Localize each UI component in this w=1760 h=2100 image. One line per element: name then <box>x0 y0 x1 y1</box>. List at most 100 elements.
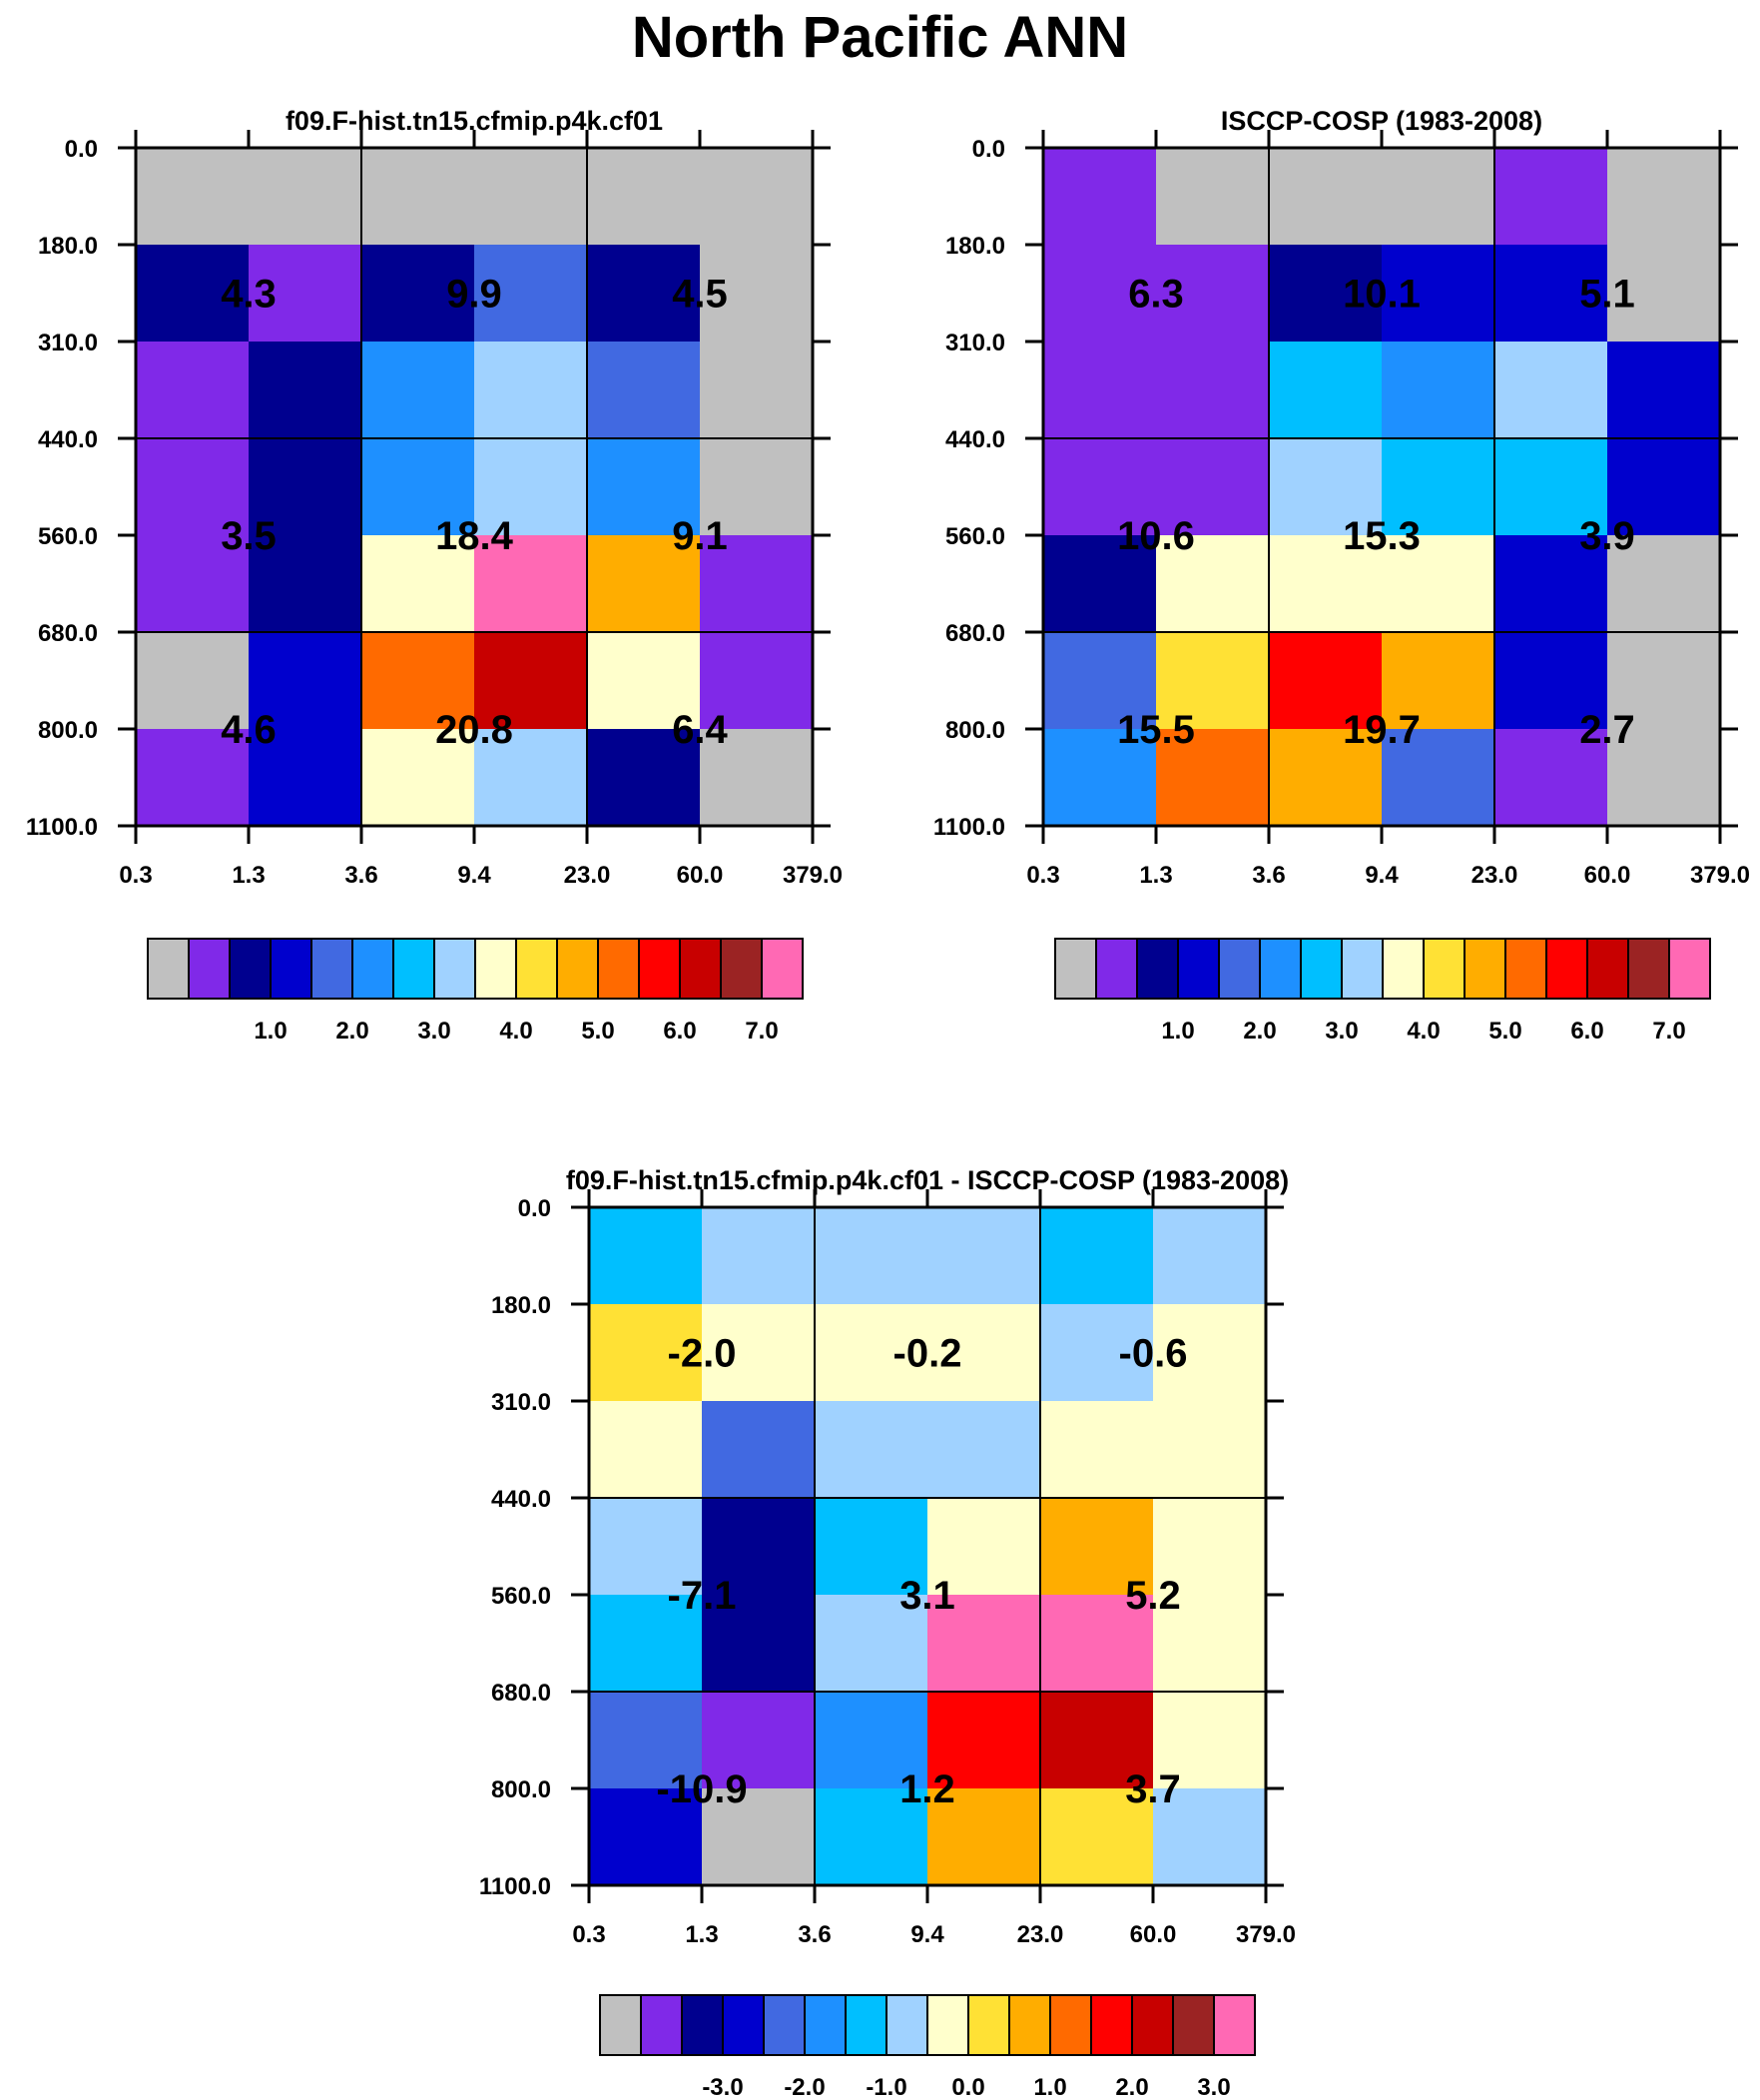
x-tick-label: 379.0 <box>783 862 843 889</box>
colorbar-swatch <box>1213 1994 1256 2056</box>
heatmap-cell <box>474 245 588 343</box>
heatmap-cell <box>136 535 250 633</box>
colorbar-swatch <box>640 1994 683 2056</box>
heatmap-cell <box>1156 632 1270 730</box>
heatmap-cell <box>587 438 701 536</box>
colorbar-swatch <box>147 938 190 1000</box>
heatmap-cell <box>815 1595 928 1693</box>
colorbar-label: 1.0 <box>254 1018 287 1045</box>
colorbar-swatch <box>720 938 763 1000</box>
heatmap-cell <box>589 1498 703 1596</box>
heatmap-cell <box>815 1304 928 1402</box>
heatmap-cell <box>249 729 362 827</box>
heatmap-cell <box>1269 148 1383 246</box>
colorbar-swatch <box>763 1994 806 2056</box>
colorbar-label: -1.0 <box>866 2074 906 2100</box>
heatmap-cell <box>1382 535 1495 633</box>
colorbar-label: 1.0 <box>1033 2074 1066 2100</box>
heatmap-cell <box>1269 342 1383 439</box>
colorbar-label: 6.0 <box>1570 1018 1603 1045</box>
x-tick-label: 379.0 <box>1236 1921 1296 1948</box>
y-tick-label: 0.0 <box>972 136 1005 163</box>
y-tick-label: 310.0 <box>491 1389 551 1416</box>
heatmap-cell <box>1043 245 1157 343</box>
colorbar-swatch <box>679 938 722 1000</box>
colorbar-swatch <box>1464 938 1506 1000</box>
heatmap-cell <box>1156 729 1270 827</box>
heatmap-cell <box>1043 632 1157 730</box>
colorbar-swatch <box>926 1994 969 2056</box>
heatmap-cell <box>589 1207 703 1305</box>
heatmap-cell <box>700 632 814 730</box>
colorbar-swatch <box>1131 1994 1174 2056</box>
heatmap-cell <box>1607 245 1721 343</box>
heatmap-cell <box>249 438 362 536</box>
colorbar-swatch <box>1668 938 1711 1000</box>
heatmap-cell <box>249 535 362 633</box>
y-tick-label: 800.0 <box>491 1776 551 1803</box>
heatmap-cell <box>474 342 588 439</box>
y-tick-label: 0.0 <box>518 1195 551 1222</box>
heatmap-cell <box>589 1304 703 1402</box>
y-tick-label: 800.0 <box>38 717 98 744</box>
colorbar-label: 1.0 <box>1161 1018 1194 1045</box>
heatmap-cell <box>1040 1304 1154 1402</box>
heatmap-cell <box>249 632 362 730</box>
heatmap-cell <box>587 632 701 730</box>
heatmap-cell <box>1607 535 1721 633</box>
cell-value-label: -0.2 <box>893 1332 962 1376</box>
x-tick-label: 1.3 <box>232 862 265 889</box>
colorbar-label: 5.0 <box>581 1018 614 1045</box>
cell-value-label: 19.7 <box>1343 708 1421 752</box>
heatmap-cell <box>700 535 814 633</box>
panel-1: f09.F-hist.tn15.cfmip.p4k.cf010.0180.031… <box>26 106 843 1045</box>
heatmap-cell <box>815 1207 928 1305</box>
heatmap-cell <box>1040 1692 1154 1789</box>
cell-value-label: 20.8 <box>435 708 513 752</box>
colorbar-swatch <box>1504 938 1547 1000</box>
y-tick-label: 180.0 <box>945 233 1005 260</box>
heatmap-cell <box>587 148 701 246</box>
heatmap-cell <box>927 1401 1041 1499</box>
heatmap-cell <box>702 1207 816 1305</box>
heatmap-cell <box>1153 1401 1267 1499</box>
x-tick-label: 9.4 <box>457 862 491 889</box>
x-tick-label: 23.0 <box>1471 862 1518 889</box>
heatmap-cell <box>700 729 814 827</box>
colorbar-label: 4.0 <box>499 1018 532 1045</box>
heatmap-cell <box>927 1788 1041 1886</box>
colorbar-swatch <box>722 1994 765 2056</box>
colorbar: -3.0 -2.0 -1.0 0.0 1.0 2.0 3.0 <box>599 1994 1256 2100</box>
heatmap-cell <box>702 1498 816 1596</box>
cell-value-label: 6.3 <box>1128 273 1184 317</box>
colorbar-swatch <box>556 938 599 1000</box>
heatmap-cell <box>927 1304 1041 1402</box>
heatmap-cell <box>702 1304 816 1402</box>
heatmap-cell <box>361 342 475 439</box>
heatmap-cell <box>361 148 475 246</box>
colorbar-swatch <box>638 938 681 1000</box>
colorbar-swatch <box>804 1994 847 2056</box>
y-tick-label: 1100.0 <box>479 1873 551 1900</box>
heatmap-cell <box>589 1788 703 1886</box>
x-tick-label: 23.0 <box>1017 1921 1064 1948</box>
cell-value-label: 3.9 <box>1579 514 1635 558</box>
colorbar-swatch <box>1586 938 1629 1000</box>
x-tick-label: 0.3 <box>1026 862 1059 889</box>
heatmap-cell <box>1607 342 1721 439</box>
heatmap-cell <box>1382 342 1495 439</box>
heatmap-cell <box>1043 729 1157 827</box>
heatmap-cell <box>1607 438 1721 536</box>
colorbar-label: 3.0 <box>1197 2074 1230 2100</box>
y-tick-label: 680.0 <box>491 1680 551 1707</box>
x-tick-label: 3.6 <box>344 862 377 889</box>
colorbar: 1.0 2.0 3.0 4.0 5.0 6.0 7.0 <box>147 938 804 1045</box>
y-tick-label: 1100.0 <box>933 814 1005 841</box>
heatmap-cell <box>1607 148 1721 246</box>
cell-value-label: 5.2 <box>1125 1574 1181 1618</box>
colorbar-label: -3.0 <box>702 2074 743 2100</box>
colorbar-label: 5.0 <box>1488 1018 1521 1045</box>
heatmap-cell <box>1040 1207 1154 1305</box>
heatmap-cell <box>136 245 250 343</box>
cell-value-label: 15.5 <box>1117 708 1195 752</box>
